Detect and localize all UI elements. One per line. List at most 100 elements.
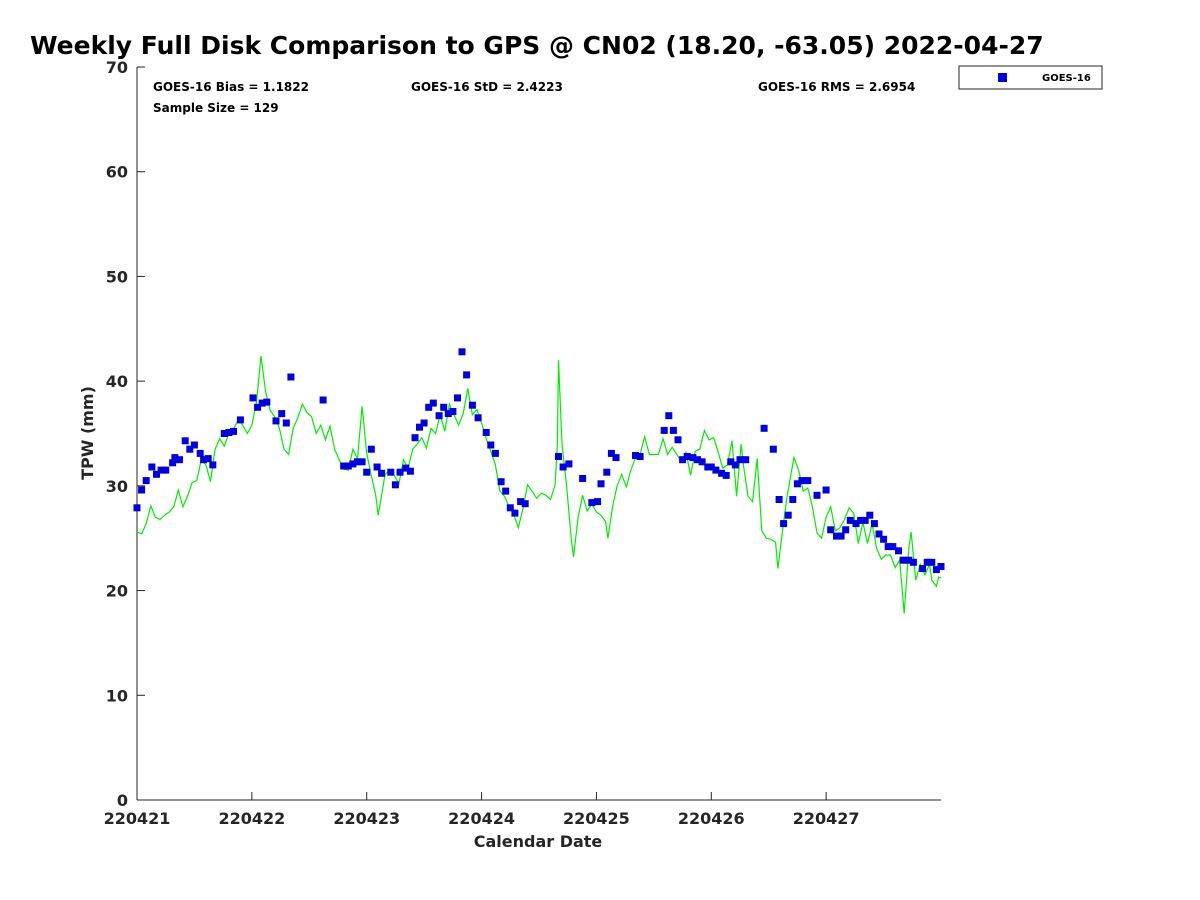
goes16-point	[363, 468, 371, 476]
goes16-point	[142, 477, 150, 485]
goes16-point	[660, 426, 668, 434]
goes16-point	[694, 456, 701, 464]
goes16-point	[511, 509, 519, 517]
goes16-point	[230, 427, 237, 435]
goes16-point	[429, 399, 437, 407]
y-tick-label: 60	[106, 163, 128, 182]
goes16-point	[444, 410, 452, 418]
x-tick-label: 220427	[793, 809, 860, 828]
goes16-point	[780, 520, 788, 528]
goes16-point	[249, 394, 257, 402]
goes16-point	[181, 437, 189, 445]
goes16-point	[565, 460, 573, 468]
goes16-point	[468, 401, 476, 409]
x-tick-label: 220422	[218, 809, 285, 828]
goes16-point	[857, 516, 865, 524]
goes16-point	[396, 468, 404, 476]
goes16-point	[923, 558, 931, 566]
goes16-point	[344, 462, 352, 470]
goes16-point	[669, 426, 677, 434]
legend-marker-goes16	[998, 73, 1007, 82]
goes16-point	[458, 348, 466, 356]
goes16-point	[789, 496, 797, 503]
goes16-point	[367, 445, 375, 453]
goes16-point	[884, 543, 892, 551]
goes16-point	[880, 535, 888, 543]
goes16-point	[895, 547, 902, 555]
goes16-point	[263, 398, 271, 406]
goes16-point	[827, 526, 835, 534]
y-tick-label: 70	[106, 58, 128, 77]
goes16-point	[932, 566, 940, 574]
goes16-point	[340, 462, 348, 470]
goes16-point	[148, 463, 156, 471]
goes16-point	[133, 504, 141, 512]
goes16-point	[420, 419, 428, 427]
goes16-point	[937, 563, 945, 570]
goes16-point	[162, 466, 170, 474]
x-tick-label: 220426	[678, 809, 745, 828]
series-layer	[133, 348, 945, 614]
goes16-point	[804, 477, 812, 485]
goes16-point	[760, 424, 768, 432]
goes16-point	[425, 403, 433, 411]
goes16-point	[204, 455, 212, 463]
goes16-point	[905, 556, 913, 564]
x-tick-label: 220424	[448, 809, 515, 828]
goes16-point	[833, 532, 840, 540]
goes16-point	[391, 481, 399, 489]
goes16-point	[449, 408, 457, 415]
goes16-point	[798, 477, 806, 485]
x-axis-label: Calendar Date	[474, 832, 603, 851]
goes16-point	[846, 516, 854, 524]
goes16-point	[406, 467, 414, 475]
x-ticks: 220421 220422 220423 220424 220425 220426 2204…	[104, 792, 860, 828]
goes16-point	[440, 403, 448, 411]
goes16-point	[597, 480, 605, 488]
goes16-point	[463, 371, 471, 379]
x-tick-label: 220421	[104, 809, 171, 828]
sample-size-stat: Sample Size = 129	[153, 101, 279, 115]
goes16-point	[153, 470, 160, 478]
goes16-point	[769, 445, 777, 453]
goes16-point	[928, 558, 936, 566]
goes16-point	[176, 456, 183, 464]
x-tick-label: 220425	[563, 809, 630, 828]
goes16-point	[411, 434, 419, 442]
goes16-point	[287, 373, 295, 381]
goes16-point	[282, 419, 290, 427]
goes16-point	[373, 463, 381, 471]
rms-stat: GOES-16 RMS = 2.6954	[758, 80, 915, 94]
goes16-point	[416, 423, 423, 431]
goes16-point	[899, 556, 907, 564]
goes16-point	[775, 496, 783, 503]
goes16-point	[722, 471, 730, 479]
goes16-point	[679, 456, 687, 464]
goes16-point	[491, 449, 499, 457]
goes16-point	[387, 468, 395, 476]
goes16-point	[435, 412, 443, 420]
chart-title: Weekly Full Disk Comparison to GPS @ CN0…	[30, 31, 1044, 60]
goes16-point	[521, 500, 529, 508]
goes16-point	[220, 430, 228, 437]
goes16-point	[487, 441, 495, 449]
x-tick-label: 220423	[333, 809, 400, 828]
goes16-point	[919, 565, 927, 573]
goes16-point	[870, 520, 878, 528]
goes16-point	[632, 452, 639, 459]
goes16-point	[594, 498, 602, 506]
goes16-point	[272, 417, 280, 425]
goes16-point	[402, 464, 410, 472]
goes16-point	[731, 461, 739, 469]
goes16-point	[169, 459, 177, 467]
goes16-point	[607, 449, 615, 457]
goes16-point	[319, 396, 327, 404]
goes16-point	[349, 460, 357, 468]
y-tick-label: 20	[106, 582, 128, 601]
goes16-point	[200, 456, 208, 464]
goes16-point	[665, 412, 673, 420]
goes16-point	[603, 468, 611, 476]
y-tick-label: 30	[106, 477, 128, 496]
goes16-point	[889, 543, 897, 551]
